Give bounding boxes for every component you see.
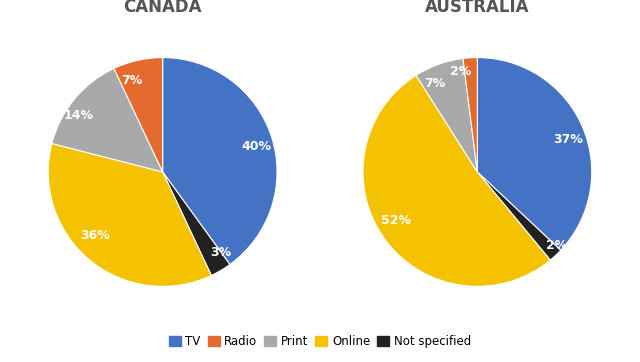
Text: 40%: 40%: [241, 140, 271, 153]
Text: 7%: 7%: [121, 74, 142, 87]
Text: 7%: 7%: [424, 77, 445, 90]
Wedge shape: [477, 172, 561, 260]
Wedge shape: [463, 58, 477, 172]
Legend: TV, Radio, Print, Online, Not specified: TV, Radio, Print, Online, Not specified: [164, 330, 476, 353]
Text: 37%: 37%: [553, 133, 583, 146]
Title: CANADA: CANADA: [124, 0, 202, 16]
Title: AUSTRALIA: AUSTRALIA: [425, 0, 529, 16]
Wedge shape: [48, 143, 211, 286]
Text: 14%: 14%: [64, 109, 94, 122]
Wedge shape: [163, 58, 277, 265]
Wedge shape: [416, 58, 477, 172]
Wedge shape: [52, 68, 163, 172]
Wedge shape: [363, 75, 550, 286]
Wedge shape: [114, 58, 163, 172]
Text: 52%: 52%: [381, 214, 411, 227]
Wedge shape: [163, 172, 230, 275]
Wedge shape: [477, 58, 592, 250]
Text: 3%: 3%: [211, 246, 232, 259]
Text: 2%: 2%: [547, 239, 568, 252]
Text: 2%: 2%: [450, 65, 471, 78]
Text: 36%: 36%: [81, 229, 110, 242]
